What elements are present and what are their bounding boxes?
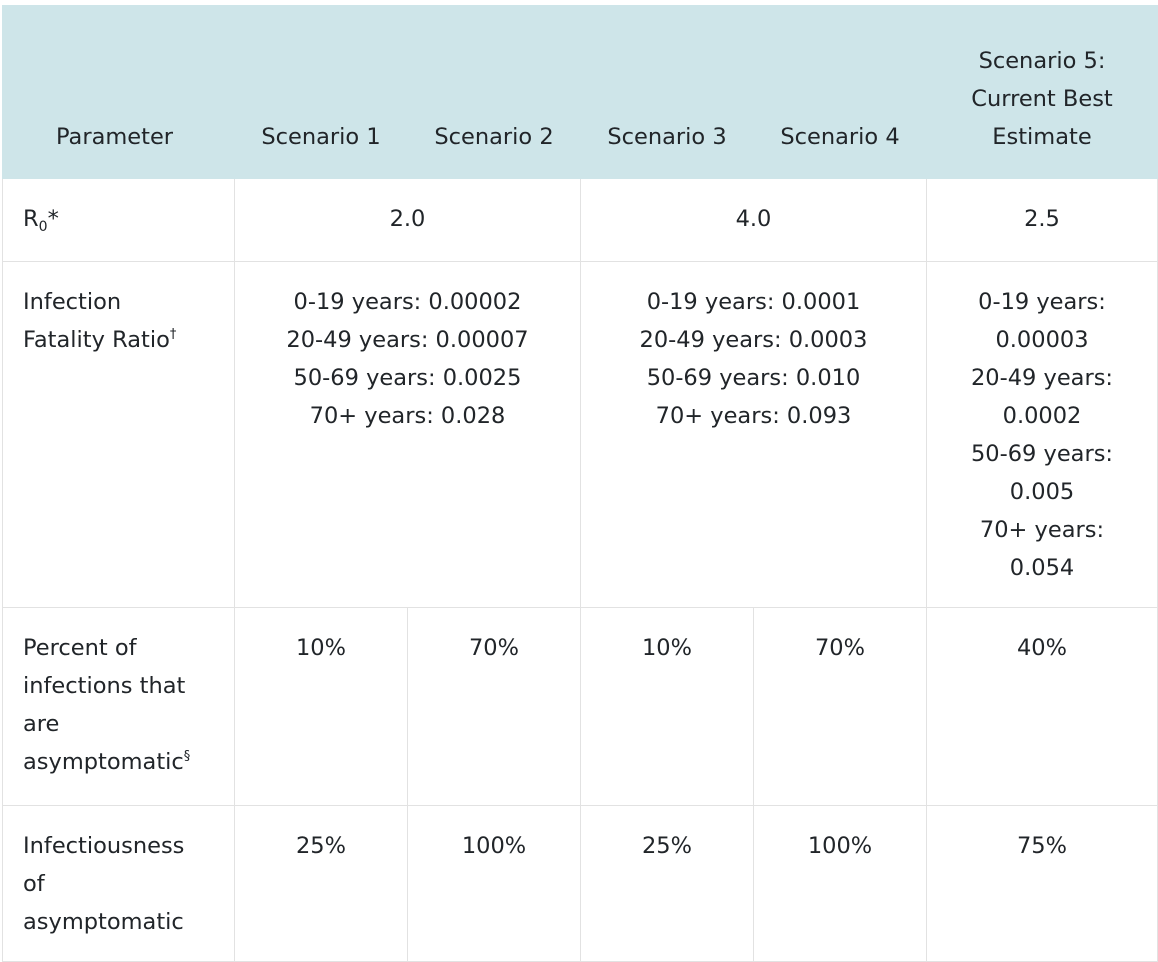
ifr-value: 0-19 years: 0.00002	[293, 289, 522, 315]
asymptomatic-scenario-5: 40%	[926, 607, 1158, 806]
ifr-value: 70+ years: 0.028	[309, 403, 506, 429]
ifr-scenarios-3-4: 0-19 years: 0.0001 20-49 years: 0.0003 5…	[580, 261, 927, 608]
asymptomatic-label-line: infections that	[23, 673, 186, 699]
ifr-value: 0.054	[1009, 555, 1075, 581]
table-row-infectiousness: Infectiousness of asymptomatic 25% 100% …	[2, 805, 1158, 962]
ifr-value: 0-19 years: 0.0001	[646, 289, 861, 315]
header-scenario-5-line: Estimate	[992, 124, 1092, 150]
asymptomatic-label-line: asymptomatic§	[23, 743, 222, 785]
r0-label: R0*	[2, 178, 235, 262]
ifr-scenarios-1-2: 0-19 years: 0.00002 20-49 years: 0.00007…	[234, 261, 581, 608]
asymptomatic-label-line: Percent of	[23, 635, 137, 661]
asymptomatic-scenario-3: 10%	[580, 607, 754, 806]
asymptomatic-scenario-4: 70%	[753, 607, 927, 806]
ifr-value: 0.00003	[995, 327, 1089, 353]
ifr-scenario-5: 0-19 years: 0.00003 20-49 years: 0.0002 …	[926, 261, 1158, 608]
header-scenario-5-line: Scenario 5:	[978, 48, 1106, 74]
asymptomatic-label-mark: §	[183, 749, 191, 764]
ifr-value: 70+ years:	[979, 517, 1105, 543]
header-parameter: Parameter	[2, 5, 235, 179]
infectiousness-label-line: asymptomatic	[23, 909, 184, 935]
infectiousness-label: Infectiousness of asymptomatic	[2, 805, 235, 962]
ifr-label-line: Infection	[23, 289, 122, 315]
infectiousness-scenario-3: 25%	[580, 805, 754, 962]
table-row-asymptomatic: Percent of infections that are asymptoma…	[2, 607, 1158, 806]
ifr-value: 70+ years: 0.093	[655, 403, 852, 429]
asymptomatic-label-text: asymptomatic	[23, 749, 184, 775]
ifr-label-line: Fatality Ratio†	[23, 321, 222, 363]
infectiousness-scenario-5: 75%	[926, 805, 1158, 962]
table-header-row: Parameter Scenario 1 Scenario 2 Scenario…	[2, 5, 1158, 179]
header-scenario-5: Scenario 5: Current Best Estimate	[926, 5, 1158, 179]
header-scenario-3: Scenario 3	[580, 5, 754, 179]
r0-scenarios-1-2: 2.0	[234, 178, 581, 262]
table-row-ifr: Infection Fatality Ratio† 0-19 years: 0.…	[2, 261, 1158, 608]
header-scenario-5-line: Current Best	[971, 86, 1113, 112]
scenarios-table: Parameter Scenario 1 Scenario 2 Scenario…	[2, 5, 1158, 962]
ifr-label: Infection Fatality Ratio†	[2, 261, 235, 608]
asymptomatic-label-line: are	[23, 711, 60, 737]
ifr-value: 20-49 years:	[970, 365, 1114, 391]
ifr-label-text: Fatality Ratio	[23, 327, 170, 353]
ifr-value: 0.005	[1009, 479, 1075, 505]
table-row-r0: R0* 2.0 4.0 2.5	[2, 178, 1158, 262]
infectiousness-label-line: Infectiousness	[23, 833, 185, 859]
ifr-value: 0.0002	[1002, 403, 1082, 429]
infectiousness-scenario-4: 100%	[753, 805, 927, 962]
ifr-value: 50-69 years: 0.0025	[293, 365, 522, 391]
ifr-value: 20-49 years: 0.0003	[639, 327, 868, 353]
ifr-value: 0-19 years:	[978, 289, 1106, 315]
header-scenario-1: Scenario 1	[234, 5, 408, 179]
asymptomatic-scenario-2: 70%	[407, 607, 581, 806]
asymptomatic-label: Percent of infections that are asymptoma…	[2, 607, 235, 806]
infectiousness-label-line: of	[23, 871, 45, 897]
infectiousness-scenario-2: 100%	[407, 805, 581, 962]
ifr-value: 50-69 years:	[970, 441, 1114, 467]
r0-label-main: R	[23, 206, 39, 232]
r0-label-subscript: 0	[38, 219, 48, 235]
r0-scenario-5: 2.5	[926, 178, 1158, 262]
r0-scenarios-3-4: 4.0	[580, 178, 927, 262]
ifr-label-mark: †	[169, 327, 177, 342]
r0-label-mark: *	[47, 206, 59, 232]
ifr-value: 20-49 years: 0.00007	[286, 327, 529, 353]
header-scenario-2: Scenario 2	[407, 5, 581, 179]
infectiousness-scenario-1: 25%	[234, 805, 408, 962]
asymptomatic-scenario-1: 10%	[234, 607, 408, 806]
header-scenario-4: Scenario 4	[753, 5, 927, 179]
ifr-value: 50-69 years: 0.010	[646, 365, 861, 391]
